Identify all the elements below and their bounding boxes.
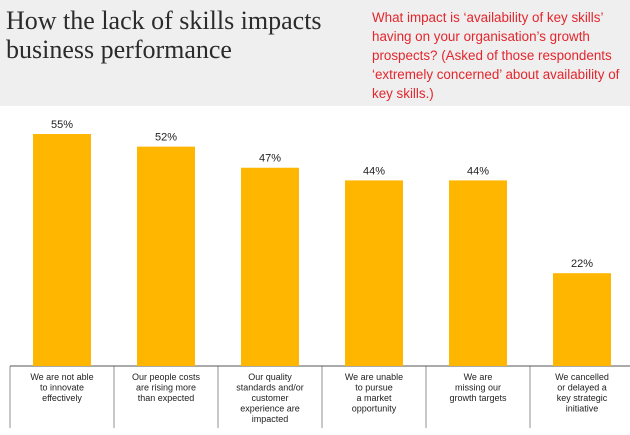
bar [553,273,611,366]
chart-title: How the lack of skills impacts business … [6,6,322,64]
value-label: 47% [259,153,281,165]
value-label: 52% [155,132,177,144]
bar-chart: 55% We are not able to innovate effectively… [9,119,630,428]
category-label: We cancelled or delayed a key strategic ini… [555,372,609,414]
category-label: We are missing our growth targets [449,372,507,403]
bar [241,167,299,366]
category-label: Our people costs are rising more than expe… [132,372,201,403]
bar [449,180,507,366]
bar [137,146,195,366]
category-label: We are unable to pursue a market opportunit… [345,372,403,414]
bar [345,180,403,366]
category-label: Our quality standards and/or customer exper… [236,372,304,424]
value-label: 55% [51,119,73,131]
category-label: We are not able to innovate effectively [30,372,93,403]
value-label: 22% [571,258,593,270]
bar [33,134,91,366]
header-panel: How the lack of skills impacts business … [0,0,630,106]
value-label: 44% [467,165,489,177]
value-label: 44% [363,165,385,177]
survey-question: What impact is ‘availability of key skil… [372,10,620,101]
